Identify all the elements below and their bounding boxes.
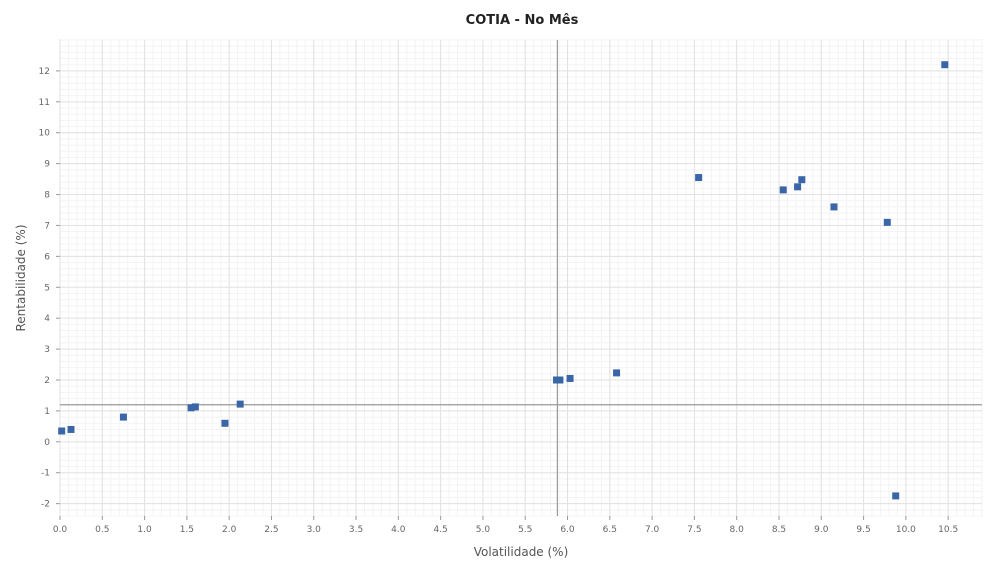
data-point[interactable] — [58, 427, 66, 435]
reference-lines — [60, 40, 982, 516]
y-tick-label: -1 — [41, 469, 50, 479]
y-tick-label: 3 — [44, 345, 50, 355]
y-tick-label: 0 — [44, 438, 50, 448]
x-tick-label: 1.0 — [137, 525, 152, 535]
y-tick-label: 9 — [44, 160, 50, 170]
plot-area — [59, 39, 983, 517]
y-tick-label: 4 — [44, 314, 50, 324]
y-axis-label: Rentabilidade (%) — [14, 224, 28, 331]
x-tick-label: 7.0 — [645, 525, 660, 535]
data-point[interactable] — [191, 403, 199, 411]
y-tick-label: 8 — [44, 191, 50, 201]
y-tick-label: 11 — [39, 98, 50, 108]
x-tick-label: 10.5 — [938, 525, 958, 535]
data-point[interactable] — [883, 218, 891, 226]
x-tick-label: 4.0 — [391, 525, 406, 535]
y-tick-label: 7 — [44, 221, 50, 231]
x-tick-label: 6.0 — [560, 525, 575, 535]
y-tick-label: 5 — [44, 283, 50, 293]
data-point[interactable] — [236, 400, 244, 408]
data-point[interactable] — [798, 176, 806, 184]
x-tick-label: 3.5 — [349, 525, 363, 535]
y-tick-label: 6 — [44, 252, 50, 262]
x-axis-ticks: 0.0 0.5 1.0 1.5 2.0 2.5 3.0 3.5 4.0 4.5 5.0 5.5 6.0 6… — [53, 516, 958, 535]
x-tick-label: 2.0 — [222, 525, 237, 535]
x-tick-label: 5.5 — [518, 525, 532, 535]
data-point[interactable] — [941, 61, 949, 69]
x-axis-label: Volatilidade (%) — [474, 545, 569, 559]
data-point[interactable] — [221, 419, 229, 427]
y-tick-label: -2 — [41, 500, 50, 510]
x-tick-label: 7.5 — [687, 525, 701, 535]
data-point[interactable] — [794, 183, 802, 191]
data-point[interactable] — [613, 369, 621, 377]
data-point[interactable] — [566, 374, 574, 382]
x-tick-label: 4.5 — [433, 525, 447, 535]
x-tick-label: 9.5 — [856, 525, 870, 535]
chart-title: COTIA - No Mês — [466, 13, 579, 28]
data-point[interactable] — [67, 425, 75, 433]
x-tick-label: 10.0 — [896, 525, 916, 535]
x-tick-label: 6.5 — [603, 525, 617, 535]
y-tick-label: 2 — [44, 376, 50, 386]
y-tick-label: 12 — [39, 67, 50, 77]
data-point[interactable] — [892, 492, 900, 500]
x-tick-label: 3.0 — [307, 525, 322, 535]
x-tick-label: 5.0 — [476, 525, 491, 535]
data-point[interactable] — [187, 404, 195, 412]
data-point[interactable] — [779, 186, 787, 194]
x-tick-label: 1.5 — [180, 525, 194, 535]
x-tick-label: 8.5 — [772, 525, 786, 535]
y-tick-label: 1 — [44, 407, 50, 417]
data-point[interactable] — [119, 413, 127, 421]
x-tick-label: 2.5 — [264, 525, 278, 535]
x-tick-label: 8.0 — [730, 525, 745, 535]
data-points — [58, 61, 949, 500]
data-point[interactable] — [695, 174, 703, 182]
data-point[interactable] — [830, 203, 838, 211]
y-tick-label: 10 — [39, 129, 51, 139]
x-tick-label: 0.0 — [53, 525, 68, 535]
grid-lines — [59, 39, 983, 517]
x-tick-label: 0.5 — [95, 525, 109, 535]
x-tick-label: 9.0 — [814, 525, 829, 535]
data-point[interactable] — [556, 376, 564, 384]
